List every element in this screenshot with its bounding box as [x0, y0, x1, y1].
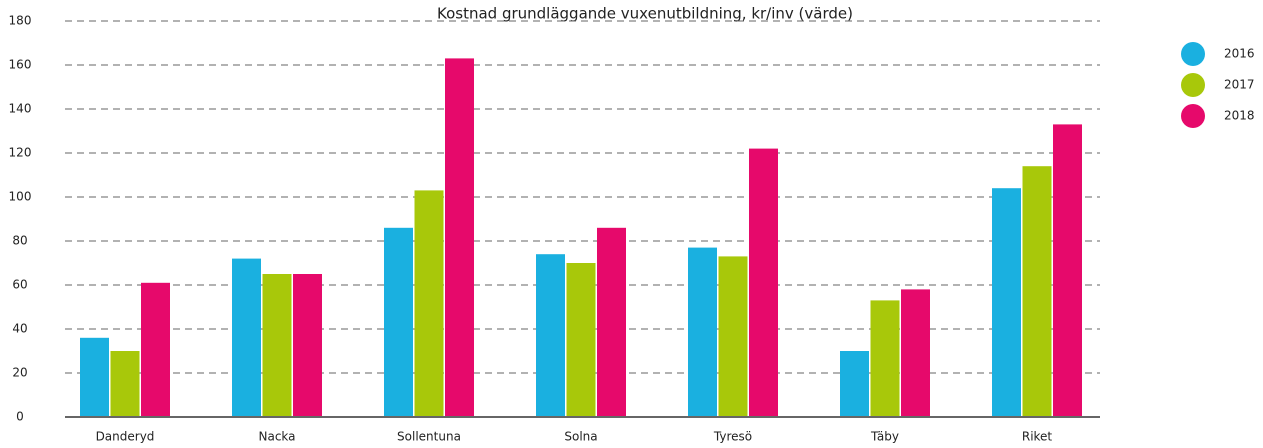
- bar: [1053, 124, 1082, 418]
- bar: [597, 227, 626, 417]
- bar: [80, 337, 109, 417]
- bar: [718, 256, 748, 417]
- bar: [232, 258, 261, 417]
- legend-label: 2017: [1224, 78, 1255, 92]
- x-tick-label: Nacka: [258, 430, 295, 444]
- x-tick-label: Danderyd: [96, 430, 155, 444]
- bar: [840, 351, 869, 417]
- bar: [293, 274, 322, 417]
- x-tick-label: Tyresö: [713, 430, 752, 444]
- y-tick-label: 160: [9, 58, 32, 72]
- x-tick-label: Sollentuna: [397, 430, 461, 444]
- y-tick-label: 40: [12, 322, 27, 336]
- legend-label: 2018: [1224, 109, 1255, 123]
- legend-marker: [1181, 104, 1205, 128]
- bar: [141, 282, 170, 417]
- y-tick-label: 100: [9, 190, 32, 204]
- y-tick-label: 20: [12, 366, 27, 380]
- y-tick-label: 0: [16, 410, 24, 424]
- bar: [262, 274, 292, 417]
- y-tick-label: 140: [9, 102, 32, 116]
- bar: [992, 188, 1021, 417]
- bar: [1022, 166, 1052, 417]
- bar: [901, 289, 930, 417]
- bar: [414, 190, 444, 417]
- legend-label: 2016: [1224, 47, 1255, 61]
- legend-marker: [1181, 42, 1205, 66]
- bar: [536, 254, 565, 417]
- x-tick-label: Täby: [870, 430, 899, 444]
- bar: [566, 263, 596, 417]
- bar: [110, 351, 140, 417]
- bar: [870, 300, 900, 417]
- chart-title: Kostnad grundläggande vuxenutbildning, k…: [437, 5, 853, 23]
- bar: [384, 227, 413, 417]
- y-tick-label: 80: [12, 234, 27, 248]
- bar: [688, 247, 717, 417]
- legend-marker: [1181, 73, 1205, 97]
- bar: [445, 58, 474, 418]
- y-tick-label: 60: [12, 278, 27, 292]
- bar: [749, 148, 778, 417]
- y-tick-label: 180: [9, 14, 32, 28]
- y-tick-label: 120: [9, 146, 32, 160]
- x-tick-label: Riket: [1022, 430, 1053, 444]
- x-tick-label: Solna: [564, 430, 597, 444]
